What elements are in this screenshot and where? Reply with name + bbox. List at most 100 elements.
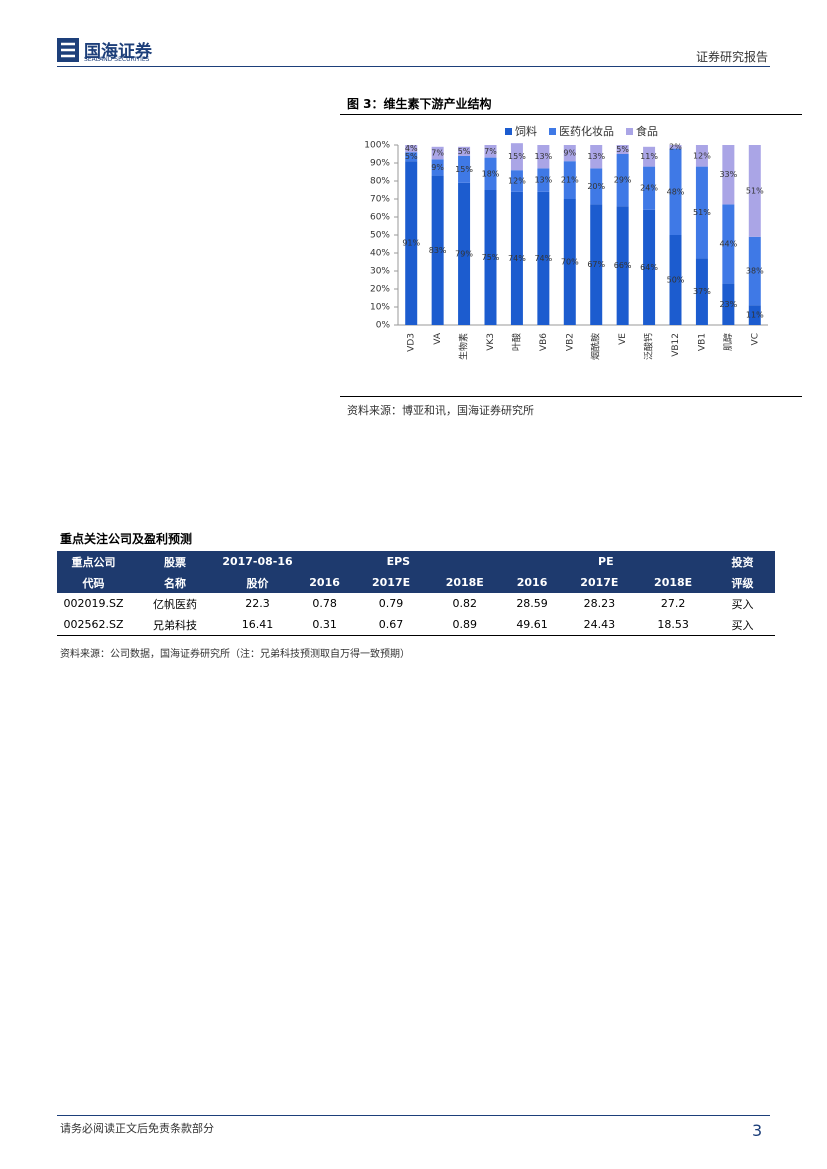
- bar-segment: [590, 168, 603, 205]
- table-cell: 24.43: [583, 618, 616, 631]
- bar-segment: [405, 152, 418, 162]
- disclaimer: 请务必阅读正文后免责条款部分: [60, 1122, 214, 1135]
- y-tick-label: 90%: [370, 159, 390, 169]
- table-cell: 评级: [731, 576, 754, 590]
- data-label: 24%: [640, 184, 658, 193]
- bar-segment: [590, 145, 603, 169]
- bar-segment: [722, 204, 735, 284]
- data-label: 83%: [429, 246, 447, 255]
- bar-segment: [431, 175, 444, 325]
- x-tick-label: 烟酰胺: [590, 333, 602, 360]
- company-name: 国海证券: [84, 42, 152, 62]
- data-label: 11%: [640, 152, 658, 161]
- bar-segment: [590, 204, 603, 325]
- x-tick-label: 叶酸: [511, 333, 522, 351]
- table-source: 资料来源：公司数据，国海证券研究所（注：兄弟科技预测取自万得一致预期）: [60, 649, 410, 660]
- data-label: 2%: [669, 142, 682, 151]
- bar-segment: [748, 145, 761, 237]
- bar-segment: [510, 170, 523, 192]
- x-tick-label: VB12: [671, 333, 681, 357]
- figure-rule: [340, 396, 802, 397]
- x-tick-label: 肌醇: [722, 333, 734, 351]
- table-header-row: 重点公司 股票 2017-08-16 EPS PE 投资: [57, 551, 775, 572]
- data-label: 12%: [508, 177, 526, 186]
- table-row: 002019.SZ 亿帆医药 22.3 0.78 0.79 0.82 28.59 28.23 2…: [57, 593, 775, 614]
- bar-segment: [431, 159, 444, 176]
- x-tick-label: VK3: [486, 333, 496, 351]
- table-cell: 投资: [731, 555, 754, 569]
- data-label: 91%: [402, 239, 420, 248]
- figure-rule: [340, 114, 802, 115]
- table-cell: 18.53: [657, 618, 689, 631]
- data-label: 11%: [746, 311, 764, 320]
- bar-segment: [695, 166, 708, 259]
- table-cell: PE: [598, 555, 614, 568]
- bar-segment: [695, 145, 708, 167]
- y-tick-label: 30%: [370, 267, 390, 277]
- table-row: 002562.SZ 兄弟科技 16.41 0.31 0.67 0.89 49.61 24.43…: [57, 614, 775, 636]
- table-cell: 0.89: [452, 618, 478, 631]
- x-tick-label: VD3: [407, 333, 417, 352]
- figure-source: 资料来源：博亚和讯，国海证券研究所: [347, 404, 534, 417]
- y-tick-label: 80%: [370, 177, 390, 187]
- table-cell: 重点公司: [71, 555, 116, 569]
- table-cell: 亿帆医药: [153, 597, 197, 611]
- legend-label: 饲料: [515, 124, 537, 138]
- data-label: 18%: [482, 169, 500, 178]
- bar-segment: [537, 191, 550, 325]
- data-label: 29%: [614, 176, 632, 185]
- bar-segment: [458, 182, 471, 325]
- bar-segment: [563, 161, 576, 199]
- bar-segment: [510, 143, 523, 171]
- report-type: 证券研究报告: [695, 50, 768, 64]
- data-label: 23%: [719, 300, 737, 309]
- x-tick-label: VB2: [565, 333, 575, 351]
- x-tick-label: VB6: [539, 333, 549, 351]
- data-label: 9%: [431, 163, 444, 172]
- data-label: 79%: [455, 249, 473, 258]
- table-cell: EPS: [386, 555, 411, 568]
- bar-segment: [669, 235, 682, 325]
- data-label: 37%: [693, 287, 711, 296]
- y-tick-label: 70%: [370, 195, 390, 205]
- bar-segment: [563, 145, 576, 162]
- data-label: 13%: [534, 176, 552, 185]
- data-label: 13%: [587, 152, 605, 161]
- header-rule: [57, 66, 770, 67]
- bar-segment: [484, 145, 497, 158]
- data-label: 33%: [719, 170, 737, 179]
- x-tick-label: VC: [750, 333, 760, 345]
- y-tick-label: 0%: [376, 321, 391, 331]
- data-label: 7%: [431, 149, 444, 158]
- bar-segment: [431, 146, 444, 160]
- legend-swatch: [549, 128, 556, 135]
- data-label: 12%: [693, 151, 711, 160]
- forecast-table: 重点公司 股票 2017-08-16 EPS PE 投资 代码 名称 股价 2016 2017E 20…: [57, 551, 775, 636]
- data-label: 50%: [667, 276, 685, 285]
- bar-segment: [484, 190, 497, 325]
- bar-segment: [616, 206, 629, 325]
- y-tick-label: 20%: [370, 285, 390, 295]
- data-label: 15%: [455, 165, 473, 174]
- data-label: 13%: [534, 152, 552, 161]
- logo-icon: [57, 38, 79, 62]
- bar-segment: [669, 148, 682, 235]
- table-cell: 股票: [164, 555, 186, 569]
- data-label: 51%: [746, 186, 764, 195]
- data-label: 74%: [508, 254, 526, 263]
- bar-segment: [458, 146, 471, 156]
- data-label: 38%: [746, 267, 764, 276]
- footer-rule: [57, 1115, 770, 1116]
- bar-segment: [537, 145, 550, 169]
- bar-segment: [616, 154, 629, 207]
- table-cell: 16.41: [241, 618, 274, 631]
- bar-segment: [405, 161, 418, 325]
- data-label: 70%: [561, 258, 579, 267]
- bar-segment: [722, 145, 735, 205]
- legend-label: 医药化妆品: [559, 124, 614, 138]
- y-tick-label: 50%: [370, 231, 390, 241]
- y-tick-label: 100%: [364, 141, 390, 151]
- x-tick-label: VB1: [697, 333, 707, 351]
- legend-label: 食品: [636, 124, 658, 138]
